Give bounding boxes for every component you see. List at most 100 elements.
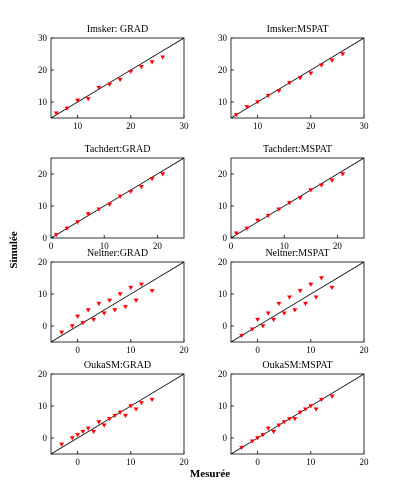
y-tick-label: 0 [43, 433, 48, 443]
data-point [318, 183, 324, 188]
data-point [138, 185, 144, 190]
data-point [117, 410, 123, 415]
data-point [265, 93, 271, 99]
y-tick-label: 20 [218, 369, 228, 379]
x-tick-label: 0 [255, 457, 260, 467]
x-tick-label: 20 [306, 121, 316, 131]
y-tick-label: 0 [223, 321, 228, 331]
x-tick-label: 20 [126, 121, 136, 131]
panel-title: OukaSM:MSPAT [262, 360, 332, 371]
x-tick-label: 20 [180, 345, 190, 355]
data-point [244, 226, 250, 231]
x-tick-label: 10 [306, 345, 316, 355]
data-point [101, 311, 107, 316]
data-point [117, 194, 123, 199]
data-point [340, 172, 346, 177]
data-point [276, 301, 282, 307]
data-point [255, 317, 261, 323]
y-tick-label: 30 [218, 33, 228, 43]
panel-title: OukaSM:GRAD [84, 360, 151, 371]
reference-line [50, 157, 185, 239]
y-tick-label: 10 [218, 97, 228, 107]
plot-frame [50, 157, 185, 239]
x-tick-label: 30 [180, 121, 190, 131]
data-point [117, 77, 123, 83]
figure-y-axis-label: Simulée [8, 231, 20, 268]
data-point [292, 308, 298, 313]
data-point [128, 69, 134, 75]
data-point [265, 213, 271, 219]
data-point [308, 404, 314, 409]
x-tick-label: 10 [100, 241, 110, 251]
data-point [281, 420, 287, 425]
data-point [287, 417, 292, 422]
data-point [160, 172, 166, 177]
data-point [59, 330, 65, 335]
data-point [133, 298, 139, 303]
y-tick-label: 0 [43, 233, 48, 243]
data-point [149, 397, 155, 403]
data-point [308, 188, 314, 193]
reference-line [230, 157, 365, 239]
data-point [239, 445, 245, 451]
data-point [138, 401, 144, 406]
y-tick-label: 20 [38, 169, 48, 179]
data-point [75, 98, 81, 103]
y-tick-label: 0 [43, 321, 48, 331]
scatter-panel: Imsker:MSPAT 10 20 30 10 20 30 [218, 24, 369, 131]
data-point [138, 282, 144, 287]
data-point [255, 100, 261, 105]
y-tick-label: 10 [218, 289, 228, 299]
data-point [107, 417, 112, 422]
data-point [265, 311, 271, 316]
data-point [329, 58, 335, 63]
data-point [85, 97, 91, 102]
x-tick-label: 20 [180, 457, 190, 467]
y-tick-label: 20 [218, 169, 228, 179]
x-tick-label: 0 [255, 345, 260, 355]
data-point [149, 60, 155, 65]
x-tick-label: 10 [73, 121, 83, 131]
x-tick-label: 10 [280, 241, 290, 251]
y-tick-label: 20 [38, 65, 48, 75]
data-point [329, 285, 335, 291]
data-point [287, 295, 292, 300]
y-tick-label: 30 [38, 33, 48, 43]
data-point [80, 429, 86, 435]
x-tick-label: 10 [306, 457, 316, 467]
data-point [91, 317, 97, 323]
figure-x-axis-label: Mesurée [190, 468, 230, 480]
data-point [69, 324, 75, 329]
reference-line [230, 373, 365, 455]
data-point [128, 189, 134, 195]
panel-title: Imsker:MSPAT [267, 24, 329, 35]
data-point [80, 321, 86, 326]
y-tick-label: 10 [38, 401, 48, 411]
scatter-panel: Tachdert:MSPAT 0 10 20 0 10 20 [218, 144, 365, 251]
x-tick-label: 20 [360, 345, 370, 355]
data-point [281, 311, 287, 316]
data-point [128, 285, 134, 291]
data-point [149, 177, 155, 182]
data-point [85, 426, 91, 431]
data-point [53, 111, 59, 116]
data-point [117, 292, 123, 297]
data-point [75, 220, 81, 225]
data-point [96, 420, 102, 425]
data-point [318, 397, 324, 403]
data-point [91, 429, 97, 435]
x-tick-label: 0 [229, 241, 234, 251]
x-tick-label: 20 [333, 241, 343, 251]
data-point [249, 327, 255, 332]
scatter-panel: OukaSM:MSPAT 0 10 20 0 10 20 [218, 360, 369, 467]
y-tick-label: 20 [38, 257, 48, 267]
data-point [107, 298, 112, 303]
y-tick-label: 10 [38, 97, 48, 107]
data-point [260, 324, 266, 329]
y-tick-label: 10 [38, 289, 48, 299]
panel-title: Tachdert:MSPAT [263, 144, 332, 155]
reference-line [230, 37, 365, 119]
data-point [276, 207, 282, 212]
y-tick-label: 20 [38, 369, 48, 379]
